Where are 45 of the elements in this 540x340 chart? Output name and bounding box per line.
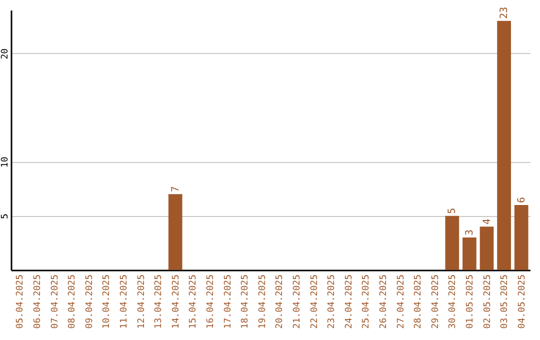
- x-tick-label: 19.04.2025: [258, 274, 268, 329]
- bar: [445, 216, 460, 270]
- x-tick-label: 23.04.2025: [327, 274, 338, 329]
- x-tick-label: 16.04.2025: [206, 274, 216, 329]
- x-tick-label: 17.04.2025: [223, 274, 234, 329]
- x-tick-label: 04.05.2025: [517, 274, 528, 329]
- x-tick-label: 12.04.2025: [136, 274, 147, 329]
- x-tick-label: 15.04.2025: [188, 274, 199, 329]
- y-tick-label: 10: [0, 156, 10, 168]
- x-tick-label: 08.04.2025: [68, 274, 78, 329]
- x-tick-label: 25.04.2025: [362, 274, 372, 329]
- x-tick-label: 09.04.2025: [84, 274, 95, 329]
- x-tick-label: 11.04.2025: [119, 274, 130, 329]
- x-tick-label: 03.05.2025: [500, 274, 510, 329]
- x-tick-label: 22.04.2025: [310, 274, 320, 329]
- x-tick-label: 30.04.2025: [448, 274, 458, 329]
- data-label: 5: [447, 208, 458, 214]
- x-tick-label: 18.04.2025: [240, 274, 251, 329]
- bar: [462, 238, 476, 270]
- bar: [168, 194, 182, 270]
- x-tick-label: 20.04.2025: [275, 274, 286, 329]
- x-tick-label: 27.04.2025: [396, 274, 406, 329]
- y-tick-label: 20: [0, 48, 10, 60]
- data-label: 23: [499, 6, 510, 19]
- x-tick-label: 28.04.2025: [414, 274, 424, 329]
- x-tick-label: 24.04.2025: [344, 274, 354, 329]
- data-label: 4: [482, 218, 493, 225]
- x-tick-label: 02.05.2025: [482, 274, 493, 329]
- data-label: 6: [516, 196, 528, 203]
- y-tick-label: 5: [0, 214, 10, 220]
- x-tick-label: 01.05.2025: [465, 274, 476, 329]
- data-label: 3: [464, 229, 476, 236]
- x-tick-label: 05.04.2025: [16, 274, 26, 329]
- data-label: 7: [170, 186, 182, 192]
- x-tick-label: 26.04.2025: [378, 274, 389, 329]
- x-tick-label: 07.04.2025: [50, 274, 60, 329]
- x-tick-label: 14.04.2025: [171, 274, 182, 329]
- bar: [514, 205, 528, 270]
- x-tick-label: 21.04.2025: [292, 274, 302, 329]
- x-tick-label: 13.04.2025: [154, 274, 164, 329]
- x-tick-label: 06.04.2025: [32, 274, 43, 329]
- x-tick-label: 10.04.2025: [102, 274, 112, 329]
- bar: [497, 20, 511, 270]
- bar: [480, 226, 494, 270]
- x-tick-label: 29.04.2025: [430, 274, 441, 329]
